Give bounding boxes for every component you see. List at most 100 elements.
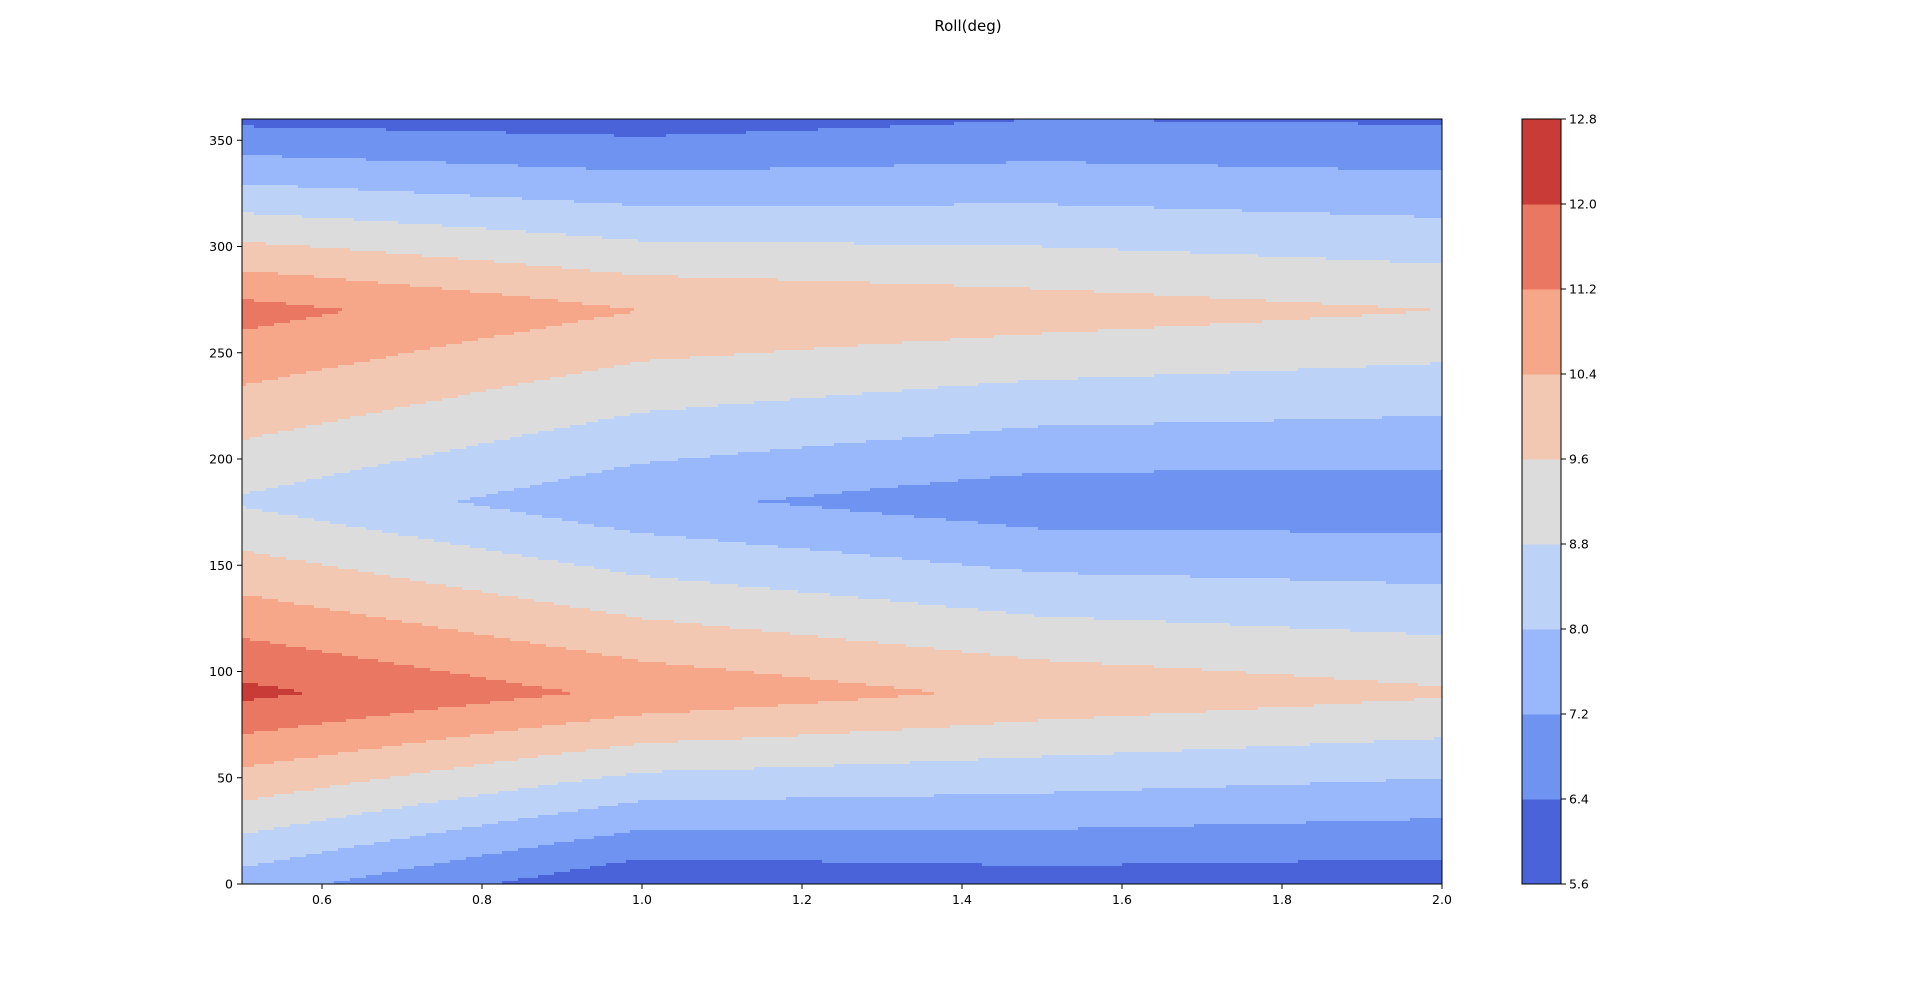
contour-cell	[850, 509, 1442, 513]
contour-cell	[422, 455, 711, 459]
contour-cell	[242, 320, 291, 324]
contour-cell	[242, 773, 411, 777]
colorbar-frame	[1521, 118, 1562, 885]
contour-cell	[306, 647, 567, 651]
contour-cell	[242, 578, 411, 582]
contour-cell	[894, 686, 1442, 690]
contour-cell	[558, 812, 1442, 816]
contour-cell	[570, 869, 1442, 873]
contour-cell	[242, 431, 279, 435]
contour-cell	[338, 752, 563, 756]
contour-cell	[242, 860, 275, 864]
contour-cell	[242, 446, 467, 450]
contour-cell	[1266, 299, 1442, 303]
contour-cell	[414, 710, 691, 714]
contour-cell	[1314, 704, 1442, 708]
contour-cell	[1030, 287, 1442, 291]
contour-cell	[378, 464, 631, 468]
contour-cell	[1258, 254, 1442, 258]
contour-cell	[858, 344, 1442, 348]
contour-cell	[242, 857, 291, 861]
contour-cell	[1218, 164, 1442, 168]
contour-cell	[1154, 326, 1442, 330]
contour-cell	[490, 701, 819, 705]
contour-cell	[242, 383, 247, 387]
contour-cell	[242, 695, 279, 699]
contour-cell	[242, 824, 291, 828]
y-tick-label: 350	[209, 133, 233, 148]
contour-cell	[242, 611, 351, 615]
contour-cell	[498, 791, 1055, 795]
contour-cell	[298, 725, 543, 729]
contour-cell	[630, 362, 1431, 366]
contour-cell	[814, 494, 1442, 498]
contour-cell	[242, 629, 459, 633]
contour-cell	[426, 833, 615, 837]
contour-cell	[242, 488, 267, 492]
contour-cell	[242, 224, 443, 228]
contour-cell	[262, 380, 535, 384]
contour-cell	[242, 686, 279, 690]
contour-cell	[542, 686, 895, 690]
contour-cell	[358, 188, 1442, 192]
contour-cell	[330, 785, 539, 789]
contour-cell	[310, 245, 1043, 249]
contour-cell	[1434, 737, 1442, 741]
contour-cell	[366, 413, 631, 417]
contour-cell	[882, 512, 1442, 516]
contour-cell	[450, 671, 755, 675]
contour-cell	[242, 365, 339, 369]
contour-cell	[894, 164, 1219, 168]
colorbar-band	[1522, 374, 1561, 460]
contour-cell	[626, 614, 1035, 618]
contour-cell	[618, 803, 1442, 807]
contour-cell	[278, 599, 535, 603]
contour-cell	[790, 632, 1407, 636]
contour-cell	[510, 638, 847, 642]
contour-cell	[242, 863, 259, 867]
contour-cell	[242, 527, 367, 531]
y-tick-label: 100	[209, 664, 233, 679]
contour-cell	[566, 374, 1155, 378]
contour-cell	[778, 704, 1315, 708]
contour-cell	[1182, 749, 1442, 753]
contour-cell	[1038, 425, 1442, 429]
contour-cell	[586, 473, 1023, 477]
contour-cell	[458, 395, 827, 399]
contour-cell	[242, 776, 391, 780]
contour-cell	[786, 497, 1442, 501]
contour-cell	[1258, 707, 1442, 711]
contour-cell	[242, 782, 351, 786]
contour-cell	[1386, 779, 1442, 783]
contour-cell	[1378, 305, 1442, 309]
contour-cell	[374, 842, 555, 846]
contour-cell	[242, 866, 415, 870]
contour-cell	[242, 326, 259, 330]
colorbar-band	[1522, 204, 1561, 290]
contour-cell	[242, 650, 323, 654]
contour-cell	[278, 431, 539, 435]
contour-cell	[486, 389, 903, 393]
contour-cell	[470, 497, 787, 501]
contour-cell	[334, 881, 503, 884]
contour-cell	[242, 740, 427, 744]
contour-cell	[242, 437, 251, 441]
contour-cell	[242, 698, 255, 702]
contour-cell	[526, 263, 1442, 267]
colorbar-tick-label: 11.2	[1569, 282, 1597, 297]
contour-cell	[242, 710, 415, 714]
contour-cell	[414, 350, 775, 354]
contour-cell	[466, 704, 779, 708]
contour-cell	[1014, 119, 1155, 123]
contour-cell	[242, 533, 399, 537]
contour-cell	[850, 731, 1442, 735]
contour-cell	[1150, 713, 1442, 717]
contour-cell	[446, 584, 739, 588]
contour-cell	[242, 440, 495, 444]
contour-cell	[242, 332, 515, 336]
contour-cell	[734, 707, 1259, 711]
contour-cell	[242, 623, 423, 627]
contour-cell	[382, 530, 631, 534]
contour-cell	[390, 713, 643, 717]
contour-cell	[1042, 332, 1442, 336]
